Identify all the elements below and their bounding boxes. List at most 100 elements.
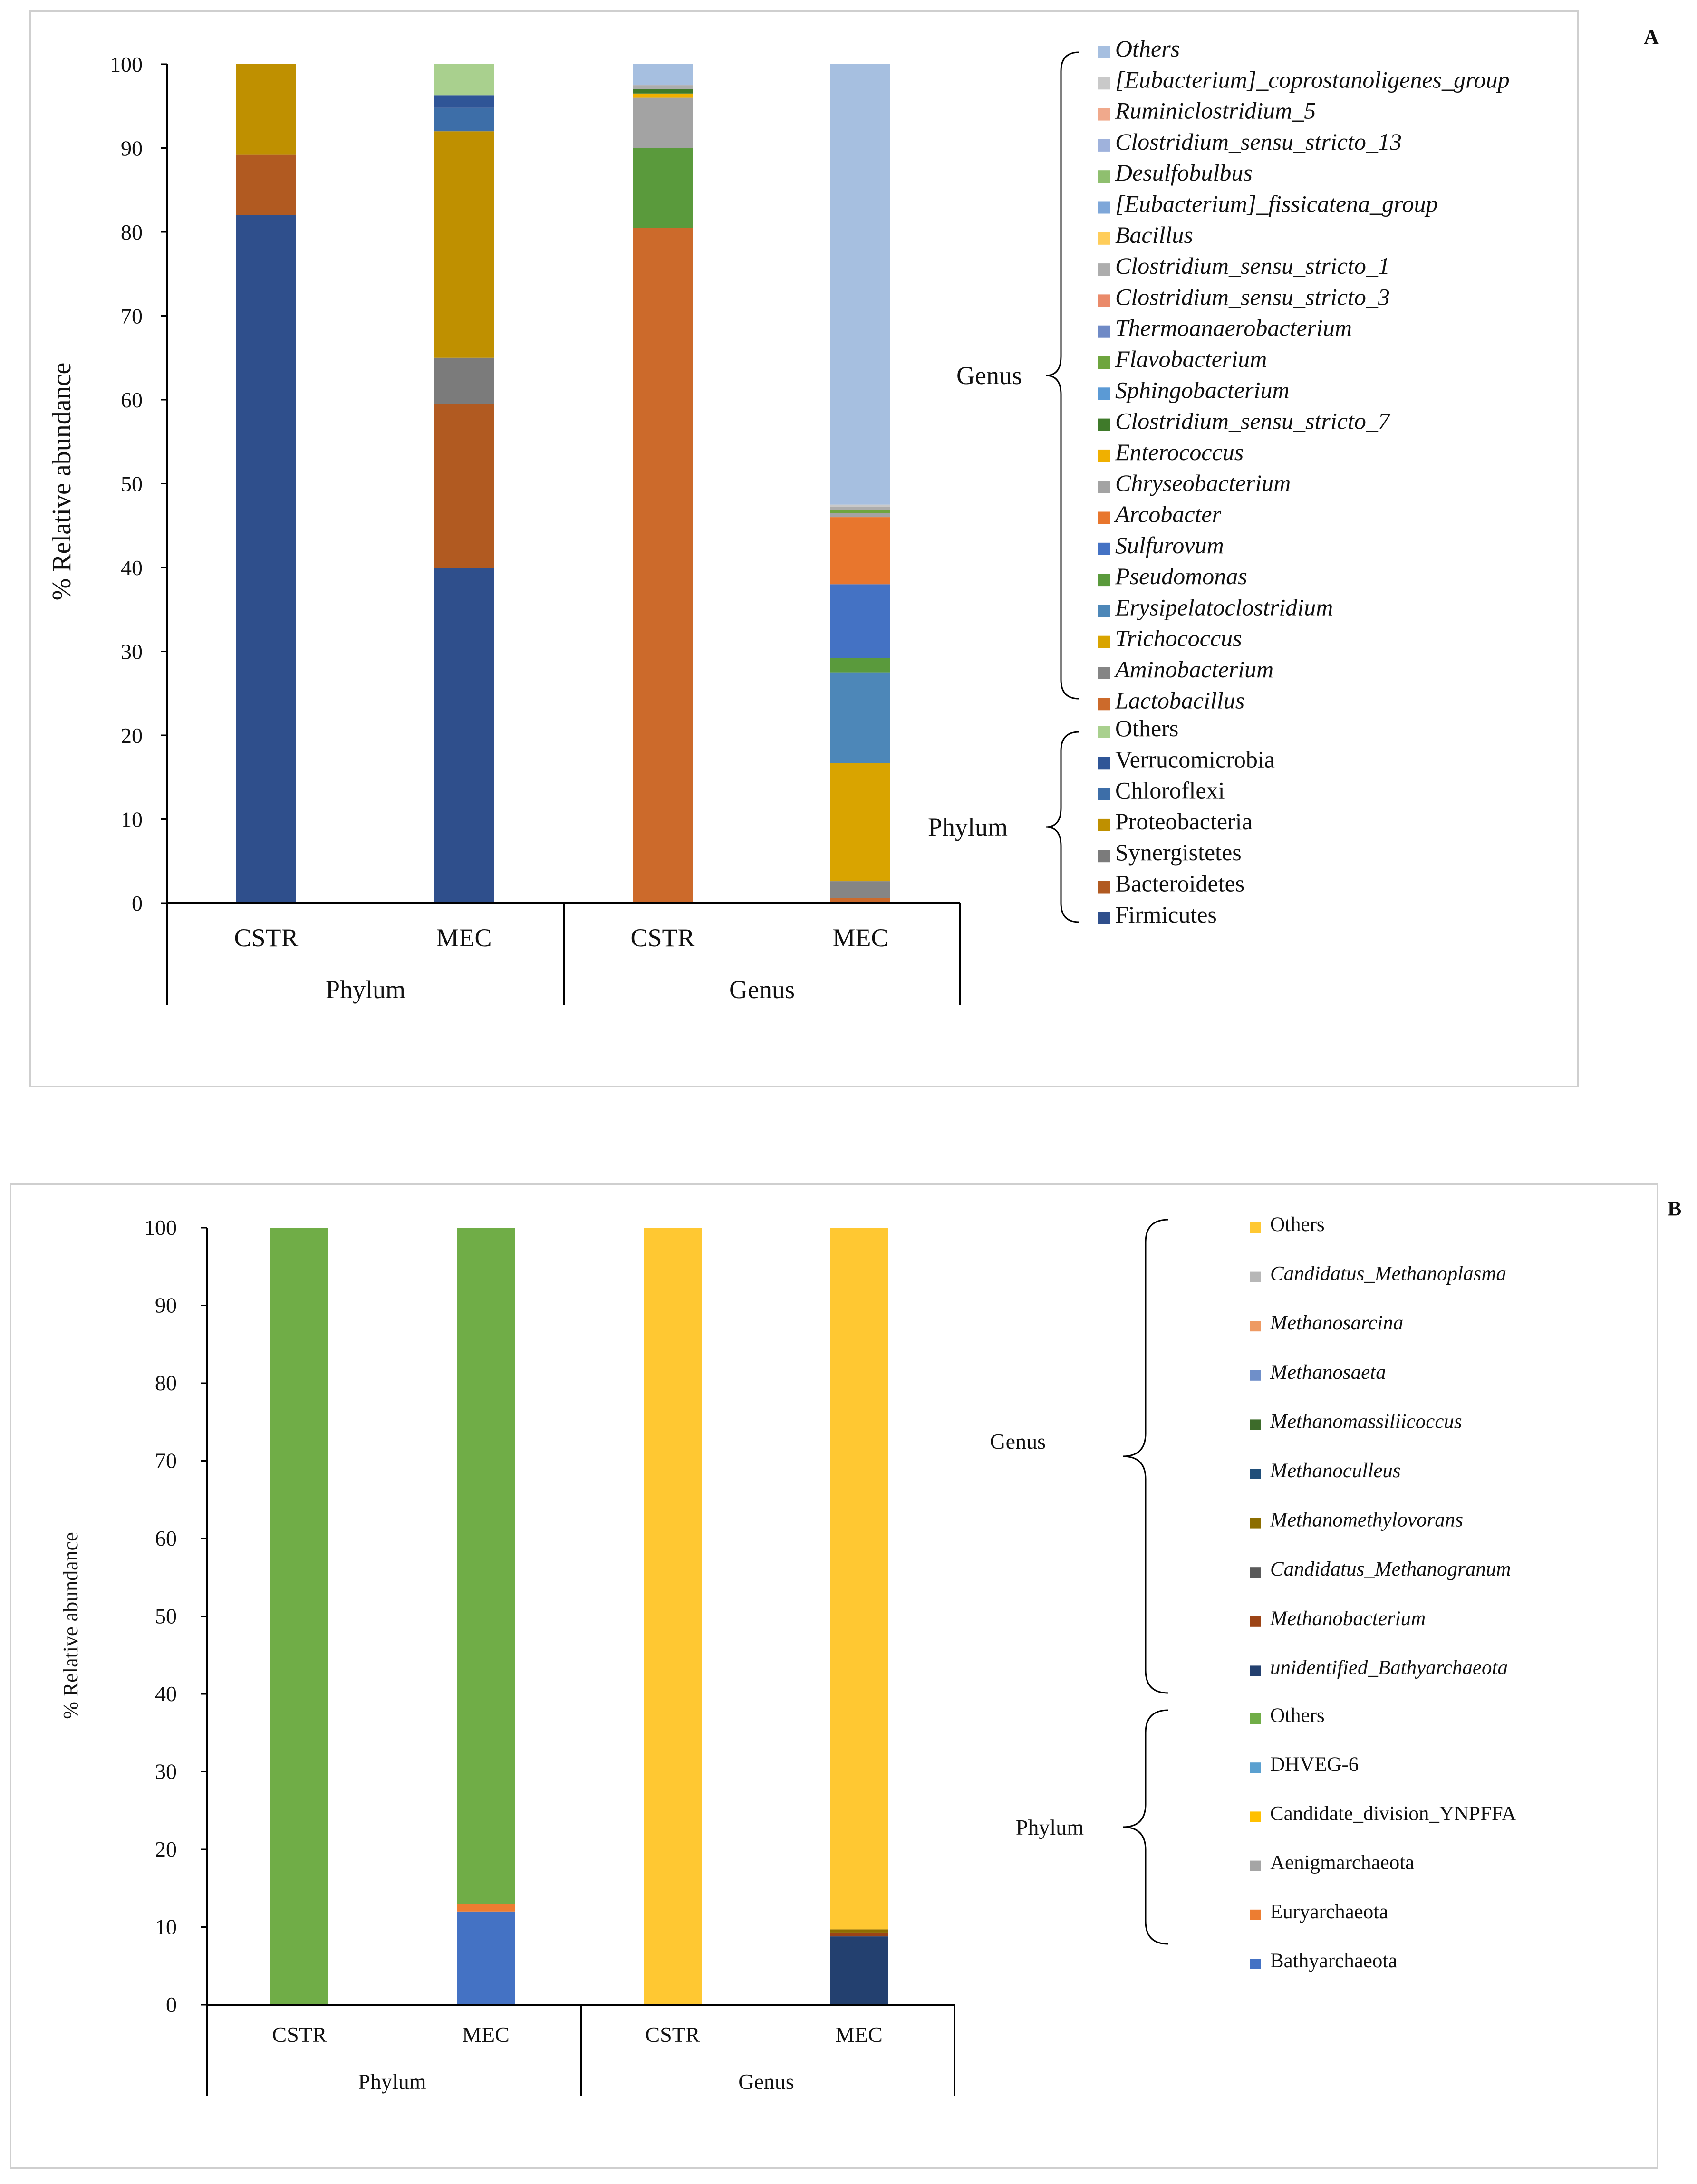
legend-swatch xyxy=(1250,1567,1261,1578)
legend-label: Sulfurovum xyxy=(1115,532,1224,558)
y-tick-label: 100 xyxy=(144,1215,177,1240)
legend-swatch xyxy=(1098,574,1110,587)
bar-segment-phylum-mec-verrucomicrobia xyxy=(434,95,494,108)
legend-label: Lactobacillus xyxy=(1115,687,1244,713)
bar-segment-genus-mec-aminobacterium xyxy=(830,881,890,898)
legend-label: Verrucomicrobia xyxy=(1115,746,1275,772)
legend-swatch xyxy=(1250,1713,1261,1724)
y-tick-label: 80 xyxy=(155,1371,177,1395)
legend-swatch xyxy=(1098,449,1110,462)
legend-label: Bacteroidetes xyxy=(1115,870,1244,897)
y-tick-label: 40 xyxy=(121,556,143,580)
legend-swatch xyxy=(1250,1469,1261,1479)
legend-swatch xyxy=(1098,698,1110,711)
legend-label: Desulfobulbus xyxy=(1115,159,1253,186)
legend-label: Euryarchaeota xyxy=(1270,1901,1388,1923)
y-tick-label: 70 xyxy=(121,304,143,328)
panel-b-col-3: CSTR xyxy=(645,2022,700,2047)
y-tick-label: 20 xyxy=(155,1837,177,1861)
legend-label: Synergistetes xyxy=(1115,839,1242,866)
legend-swatch xyxy=(1098,881,1110,894)
panel-b-legend: Others Candidatus_Methanoplasma Methanosar… xyxy=(1250,1213,1516,1972)
legend-swatch xyxy=(1250,1518,1261,1529)
panel-a-group-2: Genus xyxy=(729,975,795,1004)
panel-a-phylum-brace xyxy=(1045,731,1080,923)
legend-label: Chloroflexi xyxy=(1115,777,1225,804)
bar-segment-genus-mec-sulfurovum xyxy=(830,584,890,658)
legend-label: Candidate_division_YNPFFA xyxy=(1270,1802,1516,1825)
bar-segment-phylum-mec-chloroflexi xyxy=(434,107,494,132)
legend-swatch xyxy=(1098,170,1110,183)
legend-label: Aenigmarchaeota xyxy=(1270,1852,1414,1874)
legend-label: Proteobacteria xyxy=(1115,808,1253,835)
legend-label: Firmicutes xyxy=(1115,901,1217,928)
legend-label: Others xyxy=(1115,715,1178,741)
bar-segment-genus-mec-flavobacterium xyxy=(830,510,890,513)
bar-segment-genus-cstr-clostridium-sensu-stricto-1 xyxy=(633,85,693,89)
panel-a-y-axis-label: % Relative abundance xyxy=(47,363,77,601)
y-tick-label: 60 xyxy=(155,1526,177,1550)
y-tick-label: 80 xyxy=(121,220,143,244)
legend-label: Methanosaeta xyxy=(1270,1361,1386,1384)
legend-label: Others xyxy=(1270,1213,1325,1236)
legend-swatch xyxy=(1098,46,1110,58)
legend-swatch xyxy=(1250,1762,1261,1773)
legend-swatch xyxy=(1098,511,1110,524)
legend-label: Sphingobacterium xyxy=(1115,376,1290,403)
legend-swatch xyxy=(1250,1616,1261,1627)
legend-label: Others xyxy=(1115,35,1180,62)
bar-segment-genus-mec-arcobacter xyxy=(830,517,890,585)
legend-swatch xyxy=(1098,667,1110,679)
bar-segment-phylum-mec-euryarchaeota xyxy=(457,1904,515,1912)
bar-segment-genus-cstr-clostridium-sensu-stricto-7 xyxy=(633,89,693,94)
legend-label: Flavobacterium xyxy=(1115,346,1267,372)
panel-a-col-3: CSTR xyxy=(630,924,694,952)
legend-swatch xyxy=(1250,1419,1261,1430)
panel-a-col-2: MEC xyxy=(436,924,492,952)
y-tick-label: 30 xyxy=(121,640,143,664)
bar-segment-genus-cstr-lactobacillus xyxy=(633,228,693,903)
legend-swatch xyxy=(1098,912,1110,924)
panel-b-group-2: Genus xyxy=(738,2069,794,2094)
legend-label: Clostridium_sensu_stricto_7 xyxy=(1115,408,1391,434)
bar-segment-phylum-cstr-proteobacteria xyxy=(236,64,296,155)
bar-segment-genus-mec-methanobacterium xyxy=(830,1932,888,1937)
bar-segment-phylum-mec-others xyxy=(434,64,494,96)
legend-swatch xyxy=(1098,108,1110,121)
bar-segment-genus-cstr-others xyxy=(644,1228,702,2005)
panel-a-label: A xyxy=(1644,25,1659,48)
legend-swatch xyxy=(1098,263,1110,276)
panel-a-phylum-brace-label: Phylum xyxy=(928,813,1008,841)
panel-b-bars xyxy=(270,1228,888,2005)
legend-swatch xyxy=(1250,1909,1261,1920)
bar-segment-phylum-mec-firmicutes xyxy=(434,568,494,903)
legend-label: [Eubacterium]_fissicatena_group xyxy=(1115,191,1438,217)
panel-b-label: B xyxy=(1668,1197,1681,1220)
legend-label: Trichococcus xyxy=(1115,625,1242,652)
legend-label: Methanomethylovorans xyxy=(1270,1509,1463,1531)
bar-segment-phylum-mec-others xyxy=(457,1228,515,1904)
legend-label: Clostridium_sensu_stricto_1 xyxy=(1115,252,1390,279)
legend-swatch xyxy=(1098,635,1110,648)
y-tick-label: 30 xyxy=(155,1760,177,1784)
panel-a-genus-brace xyxy=(1045,51,1080,700)
y-tick-label: 40 xyxy=(155,1682,177,1706)
y-tick-label: 60 xyxy=(121,388,143,412)
legend-label: DHVEG-6 xyxy=(1270,1753,1359,1776)
legend-label: Candidatus_Methanogranum xyxy=(1270,1558,1511,1580)
panel-b-y-axis-label: % Relative abundance xyxy=(59,1532,82,1719)
bar-segment-genus-mec-erysipelatoclostridium xyxy=(830,672,890,763)
legend-label: Clostridium_sensu_stricto_13 xyxy=(1115,128,1402,155)
legend-label: unidentified_Bathyarchaeota xyxy=(1270,1656,1508,1679)
legend-swatch xyxy=(1098,232,1110,245)
y-tick-label: 90 xyxy=(155,1293,177,1318)
panel-a-group-1: Phylum xyxy=(326,975,405,1004)
legend-label: Methanoculleus xyxy=(1270,1460,1401,1482)
y-tick-label: 0 xyxy=(132,891,143,915)
legend-label: Arcobacter xyxy=(1114,501,1222,528)
y-tick-label: 50 xyxy=(155,1604,177,1628)
panel-b-category-axis xyxy=(206,2004,955,2096)
legend-swatch xyxy=(1098,201,1110,214)
legend-label: [Eubacterium]_coprostanoligenes_group xyxy=(1115,66,1510,93)
